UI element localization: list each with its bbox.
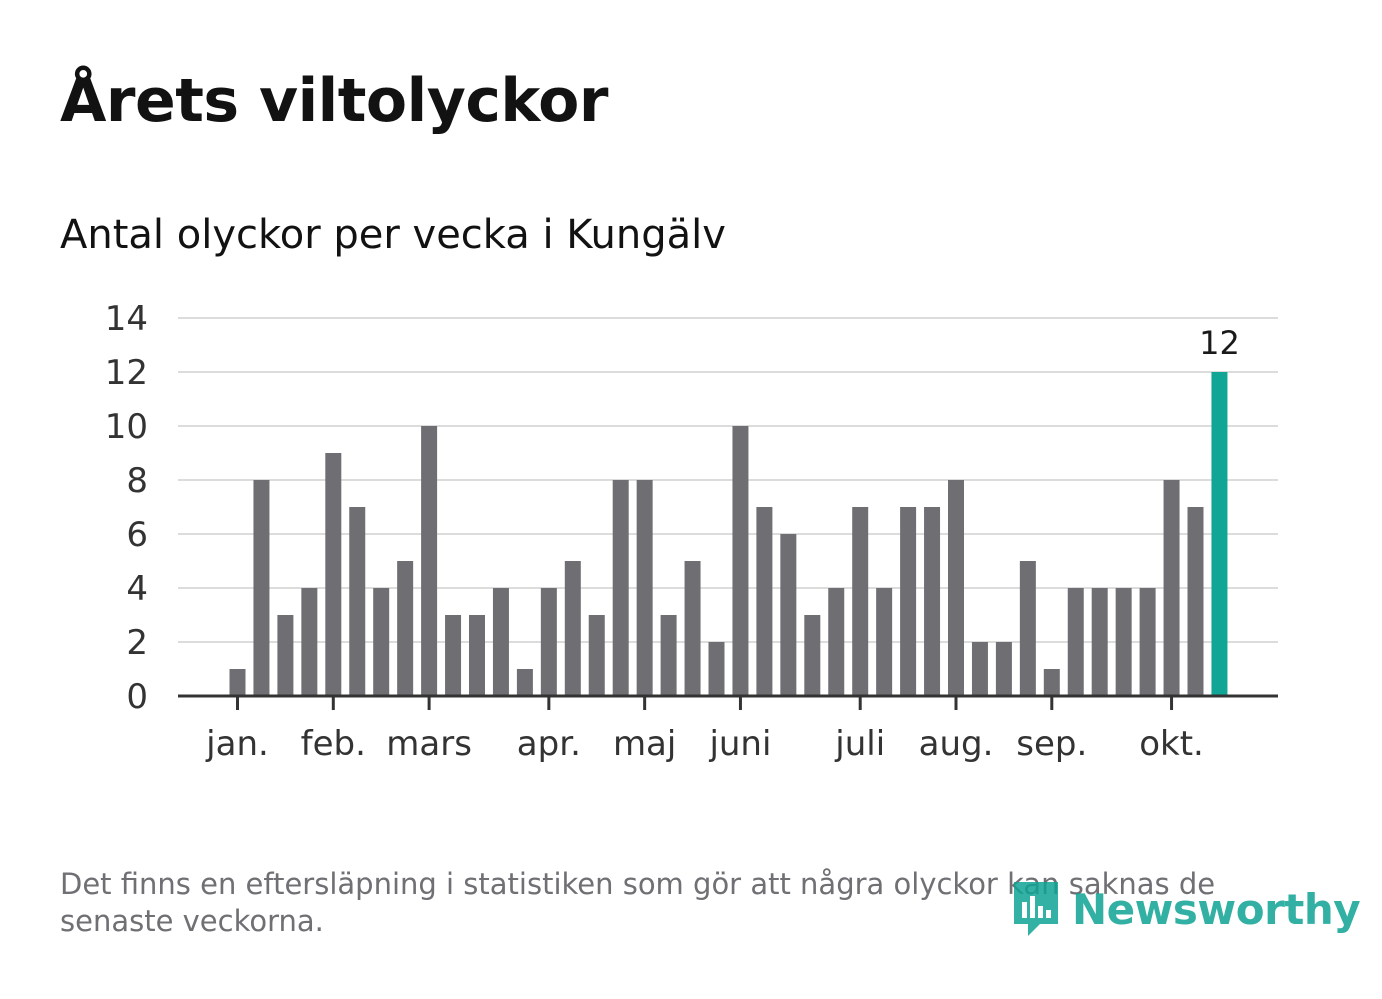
bar — [1091, 588, 1108, 696]
bar — [1043, 669, 1060, 696]
chart-title: Årets viltolyckor — [60, 66, 609, 136]
bar — [732, 426, 749, 696]
bar — [1163, 480, 1180, 696]
bar — [445, 615, 462, 696]
newsworthy-logo-icon — [1014, 882, 1058, 936]
brand-logo: Newsworthy — [1010, 878, 1361, 940]
bar — [971, 642, 988, 696]
chart-subtitle: Antal olyckor per vecka i Kungälv — [60, 212, 726, 258]
y-tick-label: 0 — [126, 677, 148, 717]
bar — [349, 507, 366, 696]
bar — [229, 669, 246, 696]
bar — [301, 588, 318, 696]
y-tick-label: 8 — [126, 461, 148, 501]
x-tick-label: juli — [834, 724, 885, 764]
y-tick-label: 14 — [105, 299, 148, 339]
bar-highlight — [1211, 372, 1228, 696]
bar — [373, 588, 390, 696]
x-tick-label: okt. — [1139, 724, 1204, 764]
bar — [995, 642, 1012, 696]
bar — [1019, 561, 1036, 696]
y-tick-label: 10 — [105, 407, 148, 447]
bar — [1115, 588, 1132, 696]
x-tick-label: sep. — [1016, 724, 1087, 764]
bar — [325, 453, 342, 696]
y-tick-label: 4 — [126, 569, 148, 609]
bar — [469, 615, 485, 696]
x-tick-label: aug. — [919, 724, 994, 764]
bar — [708, 642, 725, 696]
y-tick-label: 6 — [126, 515, 148, 555]
bar — [1139, 588, 1156, 696]
bar — [397, 561, 414, 696]
bar — [684, 561, 701, 696]
x-tick-label: feb. — [301, 724, 366, 764]
y-tick-label: 2 — [126, 623, 148, 663]
bar — [948, 480, 964, 696]
bar — [588, 615, 605, 696]
bar — [828, 588, 845, 696]
bar — [756, 507, 773, 696]
data-label: 12 — [1199, 324, 1240, 362]
bar — [277, 615, 294, 696]
bar — [636, 480, 653, 696]
bar — [876, 588, 893, 696]
bar — [852, 507, 869, 696]
bar — [780, 534, 797, 696]
x-tick-label: jan. — [205, 724, 269, 764]
bar — [1187, 507, 1204, 696]
x-tick-label: apr. — [517, 724, 581, 764]
bar — [612, 480, 629, 696]
bar — [492, 588, 509, 696]
bar — [253, 480, 270, 696]
bar — [421, 426, 438, 696]
bar — [660, 615, 677, 696]
y-tick-label: 12 — [105, 353, 148, 393]
bar — [1067, 588, 1084, 696]
x-tick-label: juni — [708, 724, 771, 764]
bar — [540, 588, 557, 696]
brand-name: Newsworthy — [1072, 884, 1361, 934]
bar — [924, 507, 941, 696]
bar — [804, 615, 821, 696]
bar — [564, 561, 581, 696]
x-tick-label: maj — [613, 724, 676, 764]
bar — [516, 669, 533, 696]
bar — [900, 507, 917, 696]
x-tick-label: mars — [386, 724, 472, 764]
